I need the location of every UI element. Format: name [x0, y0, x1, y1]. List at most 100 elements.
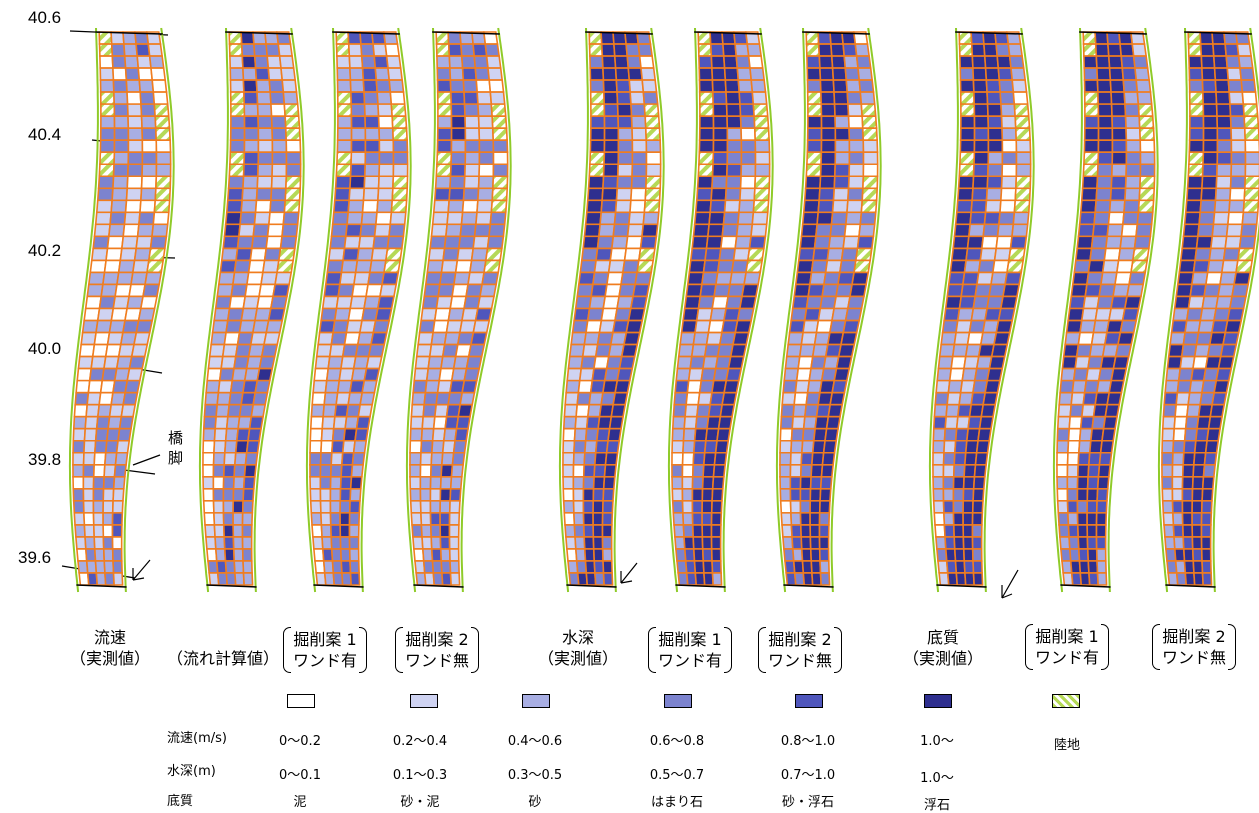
river-cell [1097, 151, 1114, 166]
river-cell [491, 187, 509, 202]
river-cell [942, 476, 955, 490]
river-cell [710, 548, 722, 562]
river-cell [326, 259, 344, 274]
river-cell [154, 127, 171, 141]
river-cell [820, 139, 837, 154]
river-cell [1074, 247, 1093, 262]
river-cell [590, 115, 606, 129]
river-cell [1087, 259, 1106, 274]
river-cell [102, 536, 114, 550]
river-cell [779, 415, 794, 430]
river-cell [492, 175, 509, 190]
river-cell [1224, 319, 1243, 334]
river-cell [1173, 548, 1186, 562]
river-bank-right [722, 27, 774, 593]
river-cell [698, 67, 714, 81]
river-cell [1236, 247, 1255, 262]
river-bank-right [360, 27, 412, 593]
legend-swatch-class-6 [924, 694, 952, 708]
river-cell [1241, 211, 1259, 226]
river-cell [1240, 223, 1258, 238]
river-cell [462, 187, 480, 202]
river-cell [644, 187, 662, 202]
river-cell [1110, 163, 1128, 178]
river-bank-right [613, 27, 665, 593]
river-cell [232, 548, 244, 562]
river-cell [851, 271, 870, 286]
km-label-40-2: 40.2 [28, 241, 62, 260]
river-cell [640, 67, 657, 81]
river-cell [229, 67, 245, 81]
river-cell [642, 91, 659, 105]
river-cell [364, 127, 381, 141]
river-cell [110, 199, 128, 214]
river-cell [99, 67, 115, 81]
river-cell [1195, 235, 1214, 250]
river-cell [454, 259, 473, 274]
river-cell [92, 476, 105, 490]
river-cell [320, 307, 338, 322]
river-cell [848, 127, 865, 141]
river-cell [722, 211, 740, 226]
river-cell [336, 139, 353, 154]
river-cell [230, 283, 248, 298]
river-cell [986, 103, 1003, 117]
river-cell [1068, 295, 1087, 310]
river-cell [617, 127, 634, 141]
river-cell [978, 415, 994, 430]
reach-boundary-line [1079, 31, 1147, 35]
river-cell [613, 55, 630, 69]
river-cell [562, 476, 575, 490]
river-cell [732, 331, 750, 346]
river-cell [972, 163, 990, 178]
river-cell [152, 91, 169, 105]
river-cell [213, 307, 231, 322]
river-cell [1204, 439, 1220, 454]
river-cell [1215, 367, 1233, 382]
river-cell [621, 259, 640, 274]
river-cell [1209, 403, 1226, 418]
river-bank-left [1157, 27, 1188, 593]
river-cell [269, 295, 288, 310]
river-cell [644, 127, 661, 141]
river-cell [1243, 187, 1259, 202]
river-cell [363, 103, 380, 117]
river-cell [473, 55, 489, 69]
river-cell [625, 319, 644, 334]
river-cell [1095, 55, 1111, 69]
river-cell [93, 439, 108, 454]
river-cell [973, 91, 989, 105]
river-cell [820, 91, 836, 105]
river-cell [739, 103, 756, 117]
river-cell [732, 247, 751, 262]
river-cell [789, 500, 802, 514]
river-cell [476, 295, 495, 310]
river-cell [489, 91, 506, 105]
river-cell [436, 151, 453, 166]
river-cell [814, 223, 833, 238]
river-bank-left [68, 27, 99, 593]
river-bank-left [775, 27, 806, 593]
river-cell [605, 439, 621, 454]
river-cell [392, 151, 409, 166]
river-cell [268, 211, 286, 226]
reach-boundary-line [936, 584, 987, 588]
river-cell [434, 175, 452, 190]
river-cell [242, 163, 260, 178]
river-cell [1203, 451, 1218, 466]
river-bank-left [1052, 27, 1083, 593]
river-cell [592, 524, 604, 538]
river-cell [409, 488, 422, 502]
river-cell [631, 151, 648, 166]
river-cell [1229, 187, 1246, 202]
river-cell [1083, 91, 1100, 105]
river-cell [488, 79, 505, 93]
river-cell [448, 548, 460, 562]
river-cell [749, 67, 766, 81]
river-cell [139, 199, 157, 214]
river-cell [223, 536, 235, 550]
river-cell [421, 548, 434, 562]
river-cell [1238, 235, 1257, 250]
river-cell [430, 536, 442, 550]
river-cell [252, 223, 270, 238]
